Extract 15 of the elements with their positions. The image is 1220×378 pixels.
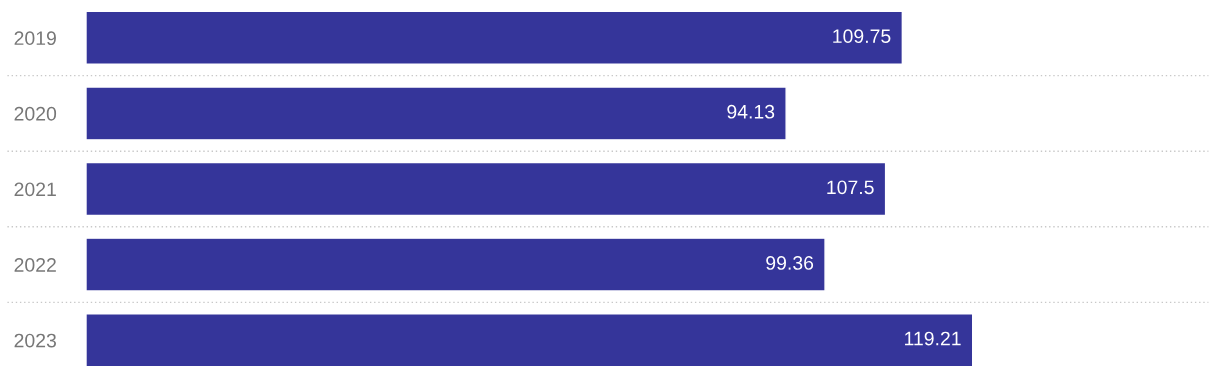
bar [86, 86, 787, 141]
data-label: 107.5 [827, 180, 874, 195]
y-tick-label: 2022 [14, 258, 56, 272]
y-tick-label: 2021 [14, 182, 56, 197]
bar [86, 161, 887, 217]
y-tick-label: 2023 [14, 333, 56, 348]
data-label: 99.36 [766, 256, 814, 270]
bar [86, 237, 826, 292]
bar [86, 10, 904, 65]
y-tick-label: 2019 [14, 31, 56, 46]
data-label: 109.75 [833, 29, 891, 44]
bar [86, 313, 974, 368]
data-label: 94.13 [727, 104, 775, 119]
data-label: 119.21 [905, 331, 961, 346]
y-tick-label: 2020 [14, 106, 57, 121]
